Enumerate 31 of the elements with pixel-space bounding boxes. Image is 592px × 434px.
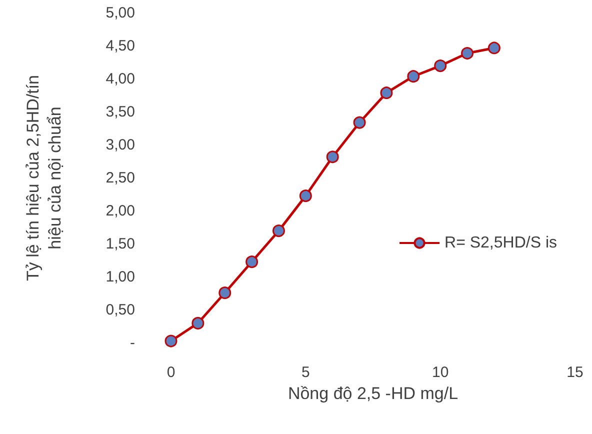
point: [164, 334, 178, 348]
point: [218, 286, 232, 300]
x-tick-label: 10: [432, 364, 449, 381]
y-tick-label: 2,50: [106, 170, 135, 186]
x-tick-label: 15: [566, 364, 584, 381]
y-tick-label: 4,50: [106, 38, 135, 54]
point: [272, 224, 285, 238]
point: [299, 190, 312, 202]
point: [407, 70, 420, 83]
y-axis-title: Tỷ lệ tín hiệu của 2,5HD/tín hiệu của nội chuẩn: [24, 75, 64, 281]
point: [380, 86, 393, 100]
point: [192, 316, 204, 330]
x-tick-label: 5: [301, 364, 310, 381]
y-tick-label: 1,00: [106, 268, 135, 286]
y-tick-label: 1,50: [106, 236, 135, 252]
x-tick-label: 0: [166, 364, 176, 381]
y-tick-label: 0,50: [106, 302, 135, 318]
legend-label: R= S2,5HD/S is: [444, 234, 557, 252]
x-axis-title: Nồng độ 2,5 -HD mg/L: [288, 384, 458, 403]
point: [461, 47, 474, 60]
y-tick-label: 3,50: [106, 104, 135, 120]
point: [353, 116, 366, 129]
y-tick-label: 3,00: [106, 136, 135, 154]
y-tick-label: 5,00: [106, 4, 135, 22]
y-tick-label: 4,00: [106, 70, 135, 88]
point: [246, 256, 258, 268]
y-tick-label: 2,00: [106, 202, 135, 220]
point: [326, 150, 339, 164]
point: [434, 60, 447, 72]
point: [488, 42, 500, 54]
y-tick-label: -: [130, 334, 135, 352]
